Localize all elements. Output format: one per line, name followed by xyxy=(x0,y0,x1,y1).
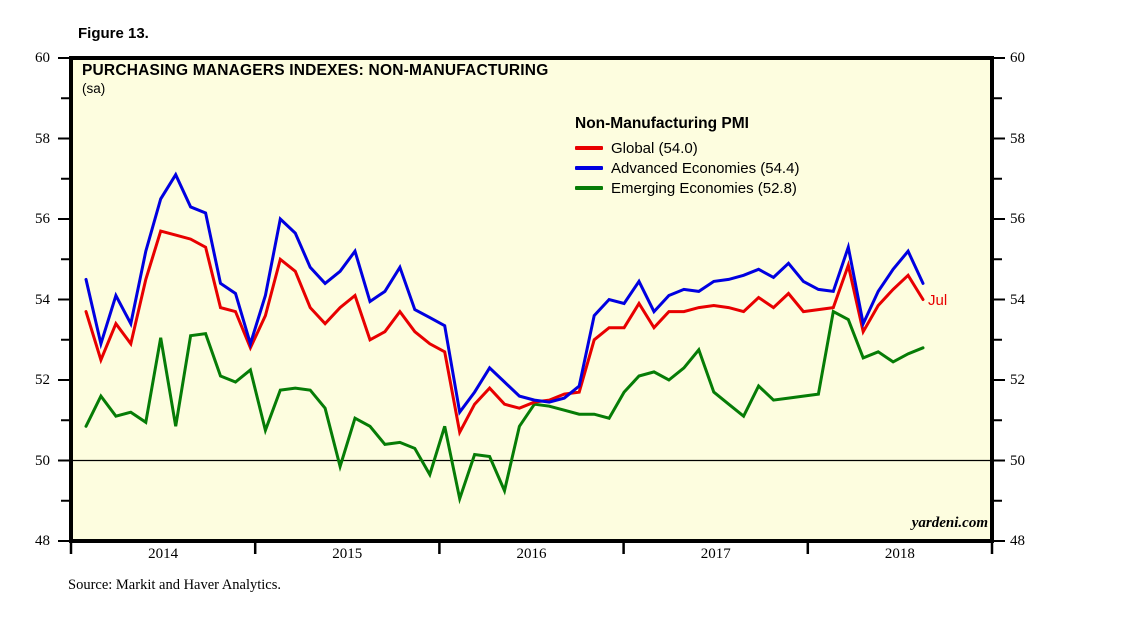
legend-swatch-global xyxy=(575,146,603,150)
x-axis-year-label: 2014 xyxy=(148,546,179,562)
series-line-advanced-economies xyxy=(84,171,925,416)
chart-subtitle: (sa) xyxy=(82,81,106,96)
series-line-emerging-economies xyxy=(84,309,925,505)
legend-swatch-emerging xyxy=(575,186,603,190)
y-axis-label-left: 58 xyxy=(35,130,50,147)
legend: Non-Manufacturing PMI Global (54.0) Adva… xyxy=(575,115,799,198)
legend-title: Non-Manufacturing PMI xyxy=(575,115,749,132)
chart-title: PURCHASING MANAGERS INDEXES: NON-MANUFAC… xyxy=(82,62,549,79)
x-axis-year-label: 2017 xyxy=(700,546,731,562)
y-axis-label-right: 54 xyxy=(1010,291,1025,308)
source-note: Source: Markit and Haver Analytics. xyxy=(68,577,282,593)
legend-item-advanced: Advanced Economies (54.4) xyxy=(575,158,799,178)
legend-item-global: Global (54.0) xyxy=(575,138,799,158)
legend-item-emerging: Emerging Economies (52.8) xyxy=(575,178,799,198)
y-axis-label-right: 50 xyxy=(1010,452,1025,469)
x-axis-year-label: 2015 xyxy=(332,546,363,562)
y-axis-label-left: 48 xyxy=(35,533,50,549)
y-axis-label-right: 52 xyxy=(1010,372,1025,388)
plot-frame xyxy=(69,56,994,543)
watermark: yardeni.com xyxy=(911,515,988,531)
y-axis-label-left: 56 xyxy=(35,211,50,227)
figure-label: Figure 13. xyxy=(78,25,149,42)
legend-label-advanced: Advanced Economies (54.4) xyxy=(611,159,800,177)
series-line-global xyxy=(84,229,925,437)
y-axis-label-right: 48 xyxy=(1010,533,1025,549)
last-point-label: Jul xyxy=(928,292,948,309)
y-axis-label-left: 50 xyxy=(35,452,50,469)
legend-label-emerging: Emerging Economies (52.8) xyxy=(611,179,797,197)
legend-label-global: Global (54.0) xyxy=(611,139,698,157)
y-axis-label-right: 56 xyxy=(1010,211,1025,227)
x-axis-year-label: 2018 xyxy=(884,546,915,562)
y-axis-label-left: 52 xyxy=(35,372,50,388)
y-axis-label-right: 58 xyxy=(1010,130,1025,147)
y-axis-label-right: 60 xyxy=(1010,50,1025,66)
x-axis-year-label: 2016 xyxy=(516,546,547,562)
y-axis-label-left: 60 xyxy=(35,50,50,66)
legend-swatch-advanced xyxy=(575,166,603,170)
y-axis-label-left: 54 xyxy=(35,291,50,308)
